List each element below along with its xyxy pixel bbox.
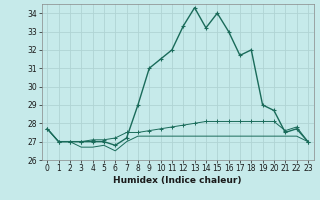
X-axis label: Humidex (Indice chaleur): Humidex (Indice chaleur) bbox=[113, 176, 242, 185]
